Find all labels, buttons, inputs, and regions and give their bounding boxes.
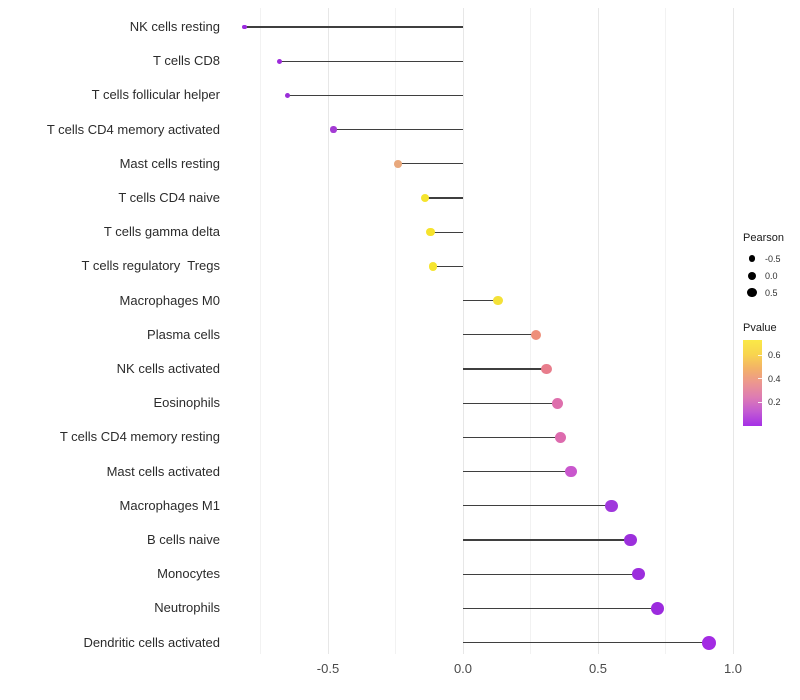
major-gridline xyxy=(327,8,329,654)
lollipop-dot xyxy=(565,466,577,478)
y-axis-label: Neutrophils xyxy=(154,600,220,616)
y-axis-label: T cells regulatory Tregs xyxy=(81,258,220,274)
pvalue-gradient-bar: 0.6 0.4 0.2 xyxy=(743,340,781,426)
x-tick-label: 0.5 xyxy=(588,661,608,676)
stem-line xyxy=(463,641,709,644)
stem-line xyxy=(244,26,463,28)
y-axis-label: Mast cells resting xyxy=(119,155,220,171)
lollipop-dot xyxy=(276,58,283,64)
stem-line xyxy=(463,607,658,610)
y-axis-label: Eosinophils xyxy=(153,395,221,411)
pearson-legend-entry: 0.0 xyxy=(743,267,800,284)
y-axis-label: NK cells activated xyxy=(116,361,220,376)
lollipop-dot xyxy=(701,635,716,650)
y-axis-label: T cells gamma delta xyxy=(103,224,220,240)
stem-line xyxy=(287,94,463,97)
stem-line xyxy=(333,128,463,131)
pearson-legend-dot-cell xyxy=(743,255,761,262)
lollipop-dot xyxy=(632,567,645,581)
pearson-legend-label: 0.0 xyxy=(765,270,778,281)
y-axis-label: T cells CD4 memory resting xyxy=(59,429,220,445)
y-axis-label: B cells naive xyxy=(147,532,220,547)
pearson-legend-entry: 0.5 xyxy=(743,284,800,301)
pearson-legend-title: Pearson xyxy=(743,232,784,244)
lollipop-dot xyxy=(493,295,503,306)
lollipop-dot xyxy=(242,24,247,30)
lollipop-dot xyxy=(650,601,664,615)
minor-gridline xyxy=(530,8,531,654)
stem-line xyxy=(463,368,547,370)
legend: Pearson -0.5 0.0 0.5 Pvalue 0.6 0.4 0.2 xyxy=(743,232,800,426)
minor-gridline xyxy=(395,8,396,654)
lollipop-dot xyxy=(605,499,618,512)
y-axis-label: Dendritic cells activated xyxy=(83,634,220,650)
stem-line xyxy=(425,197,463,199)
x-tick-label: 1.0 xyxy=(723,661,743,676)
stem-line xyxy=(463,334,536,336)
x-tick-label: 0.0 xyxy=(453,661,473,676)
lollipop-dot xyxy=(394,159,403,168)
pearson-legend-dot-cell xyxy=(743,287,761,298)
lollipop-dot xyxy=(554,431,566,443)
stem-line xyxy=(463,539,631,541)
pearson-legend-entry: -0.5 xyxy=(743,250,800,267)
lollipop-dot xyxy=(426,228,435,237)
x-tick-label: -0.5 xyxy=(316,661,340,676)
pearson-size-legend: Pearson -0.5 0.0 0.5 xyxy=(743,232,800,301)
major-gridline xyxy=(732,8,734,654)
pvalue-bar-tick xyxy=(758,401,762,403)
stem-line xyxy=(279,60,463,62)
y-axis-label: Macrophages M1 xyxy=(119,497,220,513)
pvalue-tick-label: 0.2 xyxy=(768,397,781,408)
pvalue-bar-tick xyxy=(758,378,762,380)
major-gridline xyxy=(462,8,464,654)
pvalue-legend-title: Pvalue xyxy=(743,322,777,334)
lollipop-dot xyxy=(330,126,337,133)
stem-line xyxy=(463,505,612,507)
lollipop-dot xyxy=(530,329,542,341)
stem-line xyxy=(463,402,558,404)
pearson-legend-label: 0.5 xyxy=(765,287,778,298)
y-axis-label: T cells follicular helper xyxy=(91,87,220,103)
pearson-legend-dot-cell xyxy=(743,271,761,280)
pearson-size-entries: -0.5 0.0 0.5 xyxy=(743,250,800,301)
pvalue-bar-tick xyxy=(758,354,762,356)
y-axis-label: Monocytes xyxy=(157,566,220,582)
stem-line xyxy=(430,231,463,233)
pearson-legend-dot xyxy=(748,255,756,262)
y-axis-label: Plasma cells xyxy=(147,326,220,342)
y-axis-label: NK cells resting xyxy=(129,19,220,34)
pearson-legend-label: -0.5 xyxy=(765,253,781,264)
pvalue-color-legend: Pvalue 0.6 0.4 0.2 xyxy=(743,322,800,426)
y-axis-label: T cells CD4 memory activated xyxy=(46,121,220,137)
minor-gridline xyxy=(260,8,261,654)
lollipop-dot xyxy=(624,533,637,547)
stem-line xyxy=(463,299,499,302)
lollipop-dot xyxy=(429,262,438,271)
stem-line xyxy=(463,573,639,575)
lollipop-dot xyxy=(284,92,291,99)
y-axis-label: Macrophages M0 xyxy=(119,292,220,308)
minor-gridline xyxy=(665,8,666,654)
y-axis-label: T cells CD8 xyxy=(153,53,220,69)
pvalue-tick-label: 0.6 xyxy=(768,350,781,361)
stem-line xyxy=(463,470,571,473)
pearson-legend-dot xyxy=(748,271,756,280)
lollipop-dot xyxy=(552,397,563,409)
stem-line xyxy=(463,436,561,439)
y-axis-label: Mast cells activated xyxy=(106,463,220,479)
major-gridline xyxy=(597,8,599,654)
lollipop-dot xyxy=(421,193,430,203)
stem-line xyxy=(433,265,463,268)
pvalue-tick-label: 0.4 xyxy=(768,373,781,384)
y-axis-label: T cells CD4 naive xyxy=(118,190,220,205)
pearson-legend-dot xyxy=(747,287,757,298)
lollipop-dot xyxy=(541,363,553,375)
stem-line xyxy=(398,163,463,165)
